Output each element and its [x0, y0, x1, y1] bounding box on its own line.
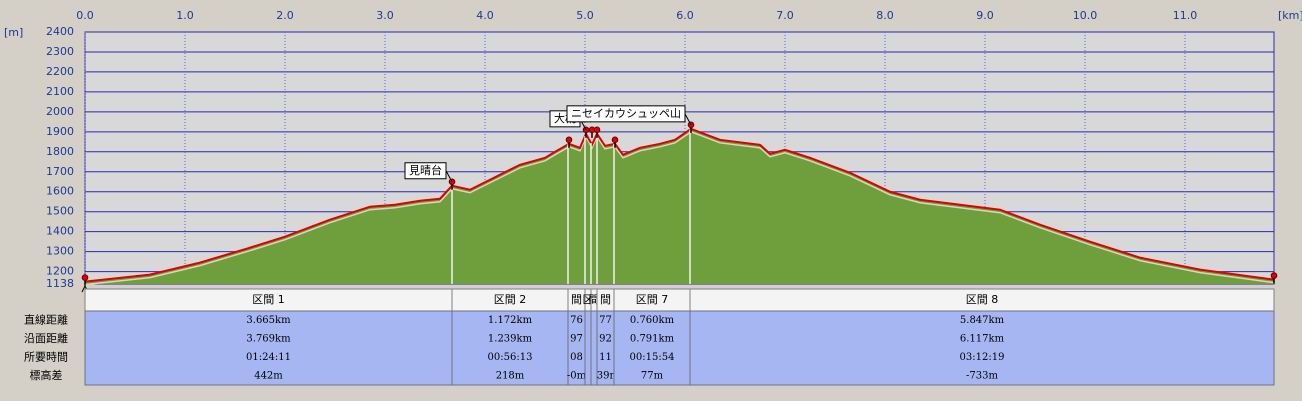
section-header: 区間 2: [494, 293, 527, 306]
y-tick-label: 1138: [46, 277, 74, 290]
x-tick-label: 4.0: [476, 9, 494, 22]
waypoint: [611, 136, 619, 144]
row-label: 所要時間: [24, 350, 68, 363]
waypoint: [1270, 272, 1278, 279]
x-axis-label: [km]: [1278, 9, 1302, 22]
section-cell: 77: [599, 315, 612, 326]
y-tick-label: 2300: [46, 45, 74, 58]
y-tick-label: 1900: [46, 125, 74, 138]
section-body-cell: [584, 310, 592, 386]
x-tick-label: 6.0: [676, 9, 694, 22]
y-axis-label: [m]: [4, 26, 23, 39]
label-leader: [445, 170, 453, 182]
section-body-cell: [613, 310, 691, 386]
y-tick-label: 2100: [46, 85, 74, 98]
section-cell: 97: [570, 333, 583, 344]
x-tick-label: 5.0: [576, 9, 594, 22]
x-tick-label: 10.0: [1073, 9, 1098, 22]
y-tick-label: 1600: [46, 185, 74, 198]
section-cell: 5.847km: [960, 315, 1005, 326]
section-cell: 39r: [597, 370, 615, 381]
profile-line: [84, 127, 1275, 283]
section-cell: 3.769km: [246, 333, 291, 344]
waypoint-label: 見晴台: [409, 163, 442, 177]
waypoint: [81, 274, 89, 281]
section-cell: 00:15:54: [630, 352, 675, 363]
x-tick-label: 1.0: [176, 9, 194, 22]
y-tick-label: 2200: [46, 65, 74, 78]
section-cell: 442m: [254, 370, 283, 381]
section-cell: 01:24:11: [246, 352, 291, 363]
section-header: 間: [571, 293, 582, 306]
section-cell: 11: [599, 352, 612, 363]
section-cell: 08: [570, 352, 583, 363]
label-box: [404, 162, 447, 180]
x-tick-label: 9.0: [976, 9, 994, 22]
section-cell: 77m: [641, 370, 664, 381]
row-label: 沿面距離: [24, 331, 68, 345]
y-tick-label: 2400: [46, 25, 74, 38]
section-cell: 03:12:19: [960, 352, 1005, 363]
x-tick-label: 11.0: [1173, 9, 1198, 22]
x-tick-label: 0.0: [76, 9, 94, 22]
label-leader: [684, 113, 692, 126]
x-tick-label: 2.0: [276, 9, 294, 22]
waypoint: [565, 136, 573, 144]
y-tick-label: 1500: [46, 205, 74, 218]
section-cell: 0.791km: [630, 333, 675, 344]
row-label: 標高差: [30, 368, 63, 382]
x-tick-label: 3.0: [376, 9, 394, 22]
section-header: 区: [583, 293, 594, 306]
y-tick-label: 1200: [46, 265, 74, 278]
row-label: 直線距離: [24, 312, 68, 326]
waypoint-label: ニセイカウシュッペ山: [571, 107, 681, 120]
profile-area: [85, 128, 1274, 284]
y-tick-label: 1300: [46, 245, 74, 258]
x-tick-label: 7.0: [776, 9, 794, 22]
section-header: 間: [600, 293, 611, 306]
waypoint: [593, 126, 601, 134]
y-tick-label: 2000: [46, 105, 74, 118]
section-cell: -0m: [567, 370, 587, 381]
section-cell: -733m: [966, 370, 998, 381]
section-cell: 00:56:13: [488, 352, 533, 363]
section-cell: 1.239km: [488, 333, 533, 344]
y-tick-label: 1400: [46, 225, 74, 238]
section-header: 区間 8: [966, 293, 999, 306]
section-cell: 218m: [496, 370, 525, 381]
section-cell: 76: [570, 315, 583, 326]
profile-shadow: [84, 131, 1275, 286]
section-cell: 0.760km: [630, 315, 675, 326]
section-header: 間: [589, 293, 600, 306]
section-cell: 3.665km: [246, 315, 291, 326]
y-tick-label: 1700: [46, 165, 74, 178]
section-cell: 92: [599, 333, 612, 344]
section-body-cell: [451, 310, 569, 386]
section-header: 区間 1: [252, 293, 285, 306]
section-body-cell: [84, 310, 453, 386]
x-tick-label: 8.0: [876, 9, 894, 22]
section-body-cell: [689, 310, 1275, 386]
label-box: [566, 105, 686, 123]
y-tick-label: 1800: [46, 145, 74, 158]
section-cell: 6.117km: [960, 333, 1005, 344]
section-header: 区間 7: [636, 293, 669, 306]
section-cell: 1.172km: [488, 315, 533, 326]
